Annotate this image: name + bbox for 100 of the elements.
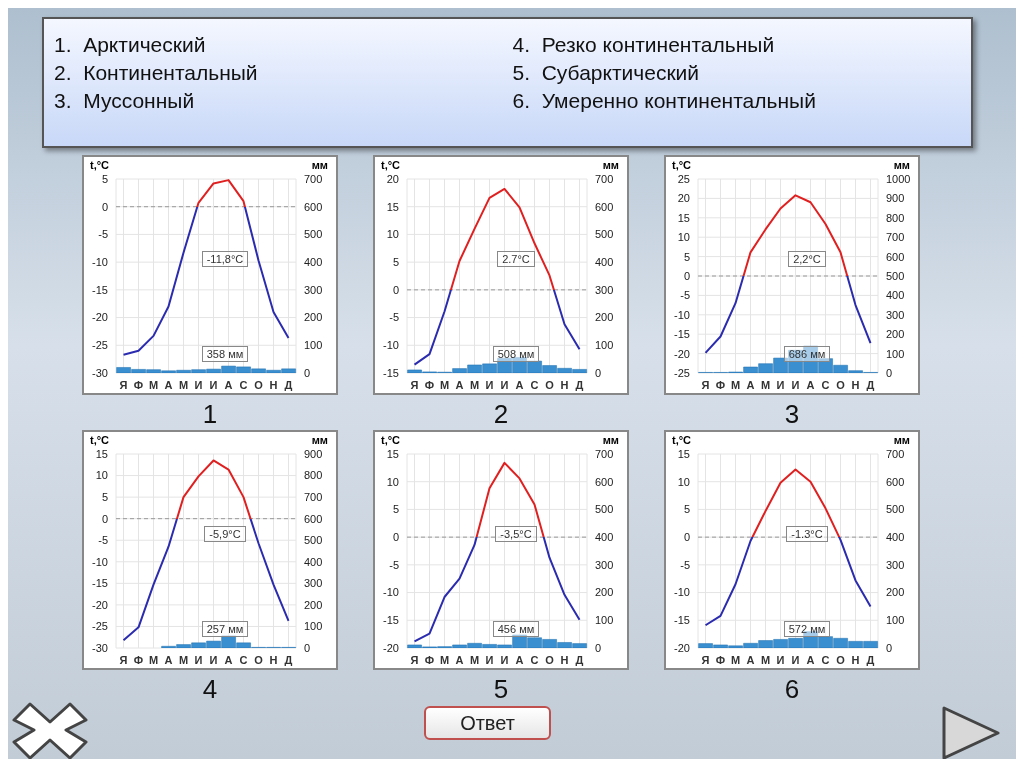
y-tick-label: -15 (92, 283, 108, 296)
x-tick-label: Н (851, 378, 860, 391)
y2-axis-title: мм (602, 434, 619, 446)
line-series (122, 459, 290, 642)
x-tick-label: И (500, 378, 509, 391)
text: 4. Резко континентальный (512, 33, 776, 57)
y-tick-label: -10 (383, 586, 399, 599)
x-tick-label: М (148, 653, 159, 666)
y2-tick-label: 600 (886, 250, 905, 263)
y2-tick-label: 500 (304, 534, 323, 547)
x-tick-label: Д (866, 378, 875, 391)
x-tick-label: Я (119, 378, 128, 391)
y2-tick-label: 500 (595, 228, 614, 241)
y2-tick-label: 500 (886, 269, 905, 282)
x-tick-label: А (164, 378, 173, 391)
y2-tick-label: 0 (886, 641, 893, 654)
text: 4 (201, 674, 219, 705)
y2-axis-title: мм (602, 159, 619, 171)
x-tick-label: Ф (424, 378, 435, 391)
y-axis-title: t,°C (381, 159, 401, 171)
y-tick-label: -5 (680, 289, 690, 302)
y-tick-label: 5 (392, 256, 399, 269)
y2-axis-title: мм (893, 434, 910, 446)
y-tick-label: 5 (392, 503, 399, 516)
x-tick-label: А (224, 653, 233, 666)
y2-tick-label: 100 (886, 614, 905, 627)
x-tick-label: И (791, 378, 800, 391)
annotation: 2.7°C (497, 251, 535, 268)
y2-tick-label: 600 (304, 200, 323, 213)
text: 2. Континентальный (54, 61, 259, 85)
y-tick-label: 20 (677, 192, 690, 205)
line-series (122, 179, 290, 356)
y2-tick-label: 200 (886, 586, 905, 599)
y2-axis-title: мм (311, 434, 328, 446)
y-tick-label: 15 (95, 447, 108, 460)
annotation: 572 мм (783, 620, 831, 637)
y2-tick-label: 600 (304, 512, 323, 525)
x-tick-label: И (194, 653, 203, 666)
x-tick-label: А (746, 653, 755, 666)
y2-axis-title: мм (311, 159, 328, 171)
y-tick-label: -10 (674, 308, 690, 321)
x-tick-label: А (455, 378, 464, 391)
x-tick-label: И (500, 653, 509, 666)
annotation: 2,2°C (788, 251, 826, 268)
y2-tick-label: 200 (304, 598, 323, 611)
x-tick-label: Н (269, 653, 278, 666)
y-tick-label: 15 (386, 447, 399, 460)
x-tick-label: О (545, 653, 555, 666)
y2-tick-label: 300 (595, 283, 614, 296)
y2-tick-label: 700 (304, 491, 323, 504)
y-axis-title: t,°C (672, 434, 692, 446)
x-tick-label: С (821, 378, 830, 391)
y2-tick-label: 200 (595, 311, 614, 324)
x-tick-label: Н (269, 378, 278, 391)
y2-tick-label: 600 (595, 475, 614, 488)
annotation: -5,9°C (204, 526, 246, 543)
y2-tick-label: 200 (304, 311, 323, 324)
y-tick-label: -10 (92, 555, 108, 568)
x-tick-label: М (469, 378, 480, 391)
text: 5 (492, 674, 510, 705)
y-tick-label: 5 (101, 491, 108, 504)
annotation: 358 мм (201, 345, 249, 362)
x-tick-label: М (178, 378, 189, 391)
x-tick-label: А (515, 378, 524, 391)
x-tick-label: И (209, 653, 218, 666)
y2-tick-label: 100 (304, 339, 323, 352)
x-tick-label: Н (560, 653, 569, 666)
x-tick-label: Ф (715, 653, 726, 666)
y-tick-label: -20 (674, 641, 690, 654)
x-tick-label: Д (575, 653, 584, 666)
y-tick-label: -25 (92, 339, 108, 352)
y2-tick-label: 600 (595, 200, 614, 213)
y2-tick-label: 1000 (886, 172, 911, 185)
y2-tick-label: 0 (304, 366, 311, 379)
y-axis-title: t,°C (90, 159, 110, 171)
y-tick-label: 5 (683, 503, 690, 516)
x-tick-label: Ф (424, 653, 435, 666)
x-tick-label: И (209, 378, 218, 391)
y2-tick-label: 700 (886, 447, 905, 460)
x-tick-label: А (806, 653, 815, 666)
y-tick-label: 10 (95, 469, 108, 482)
x-tick-label: Я (410, 653, 419, 666)
x-tick-label: И (485, 378, 494, 391)
y-tick-label: -15 (383, 366, 399, 379)
x-tick-label: М (730, 378, 741, 391)
y2-tick-label: 600 (886, 475, 905, 488)
y-tick-label: -5 (389, 311, 399, 324)
x-tick-label: Н (560, 378, 569, 391)
y2-tick-label: 400 (595, 256, 614, 269)
text: 1 (201, 399, 219, 430)
x-tick-label: С (530, 378, 539, 391)
text: 6 (783, 674, 801, 705)
x-tick-label: И (791, 653, 800, 666)
y-tick-label: 10 (386, 228, 399, 241)
x-tick-label: М (439, 378, 450, 391)
y2-tick-label: 300 (886, 308, 905, 321)
y-tick-label: 20 (386, 172, 399, 185)
y-tick-label: -25 (674, 366, 690, 379)
y-tick-label: -20 (383, 641, 399, 654)
y-tick-label: 15 (677, 211, 690, 224)
